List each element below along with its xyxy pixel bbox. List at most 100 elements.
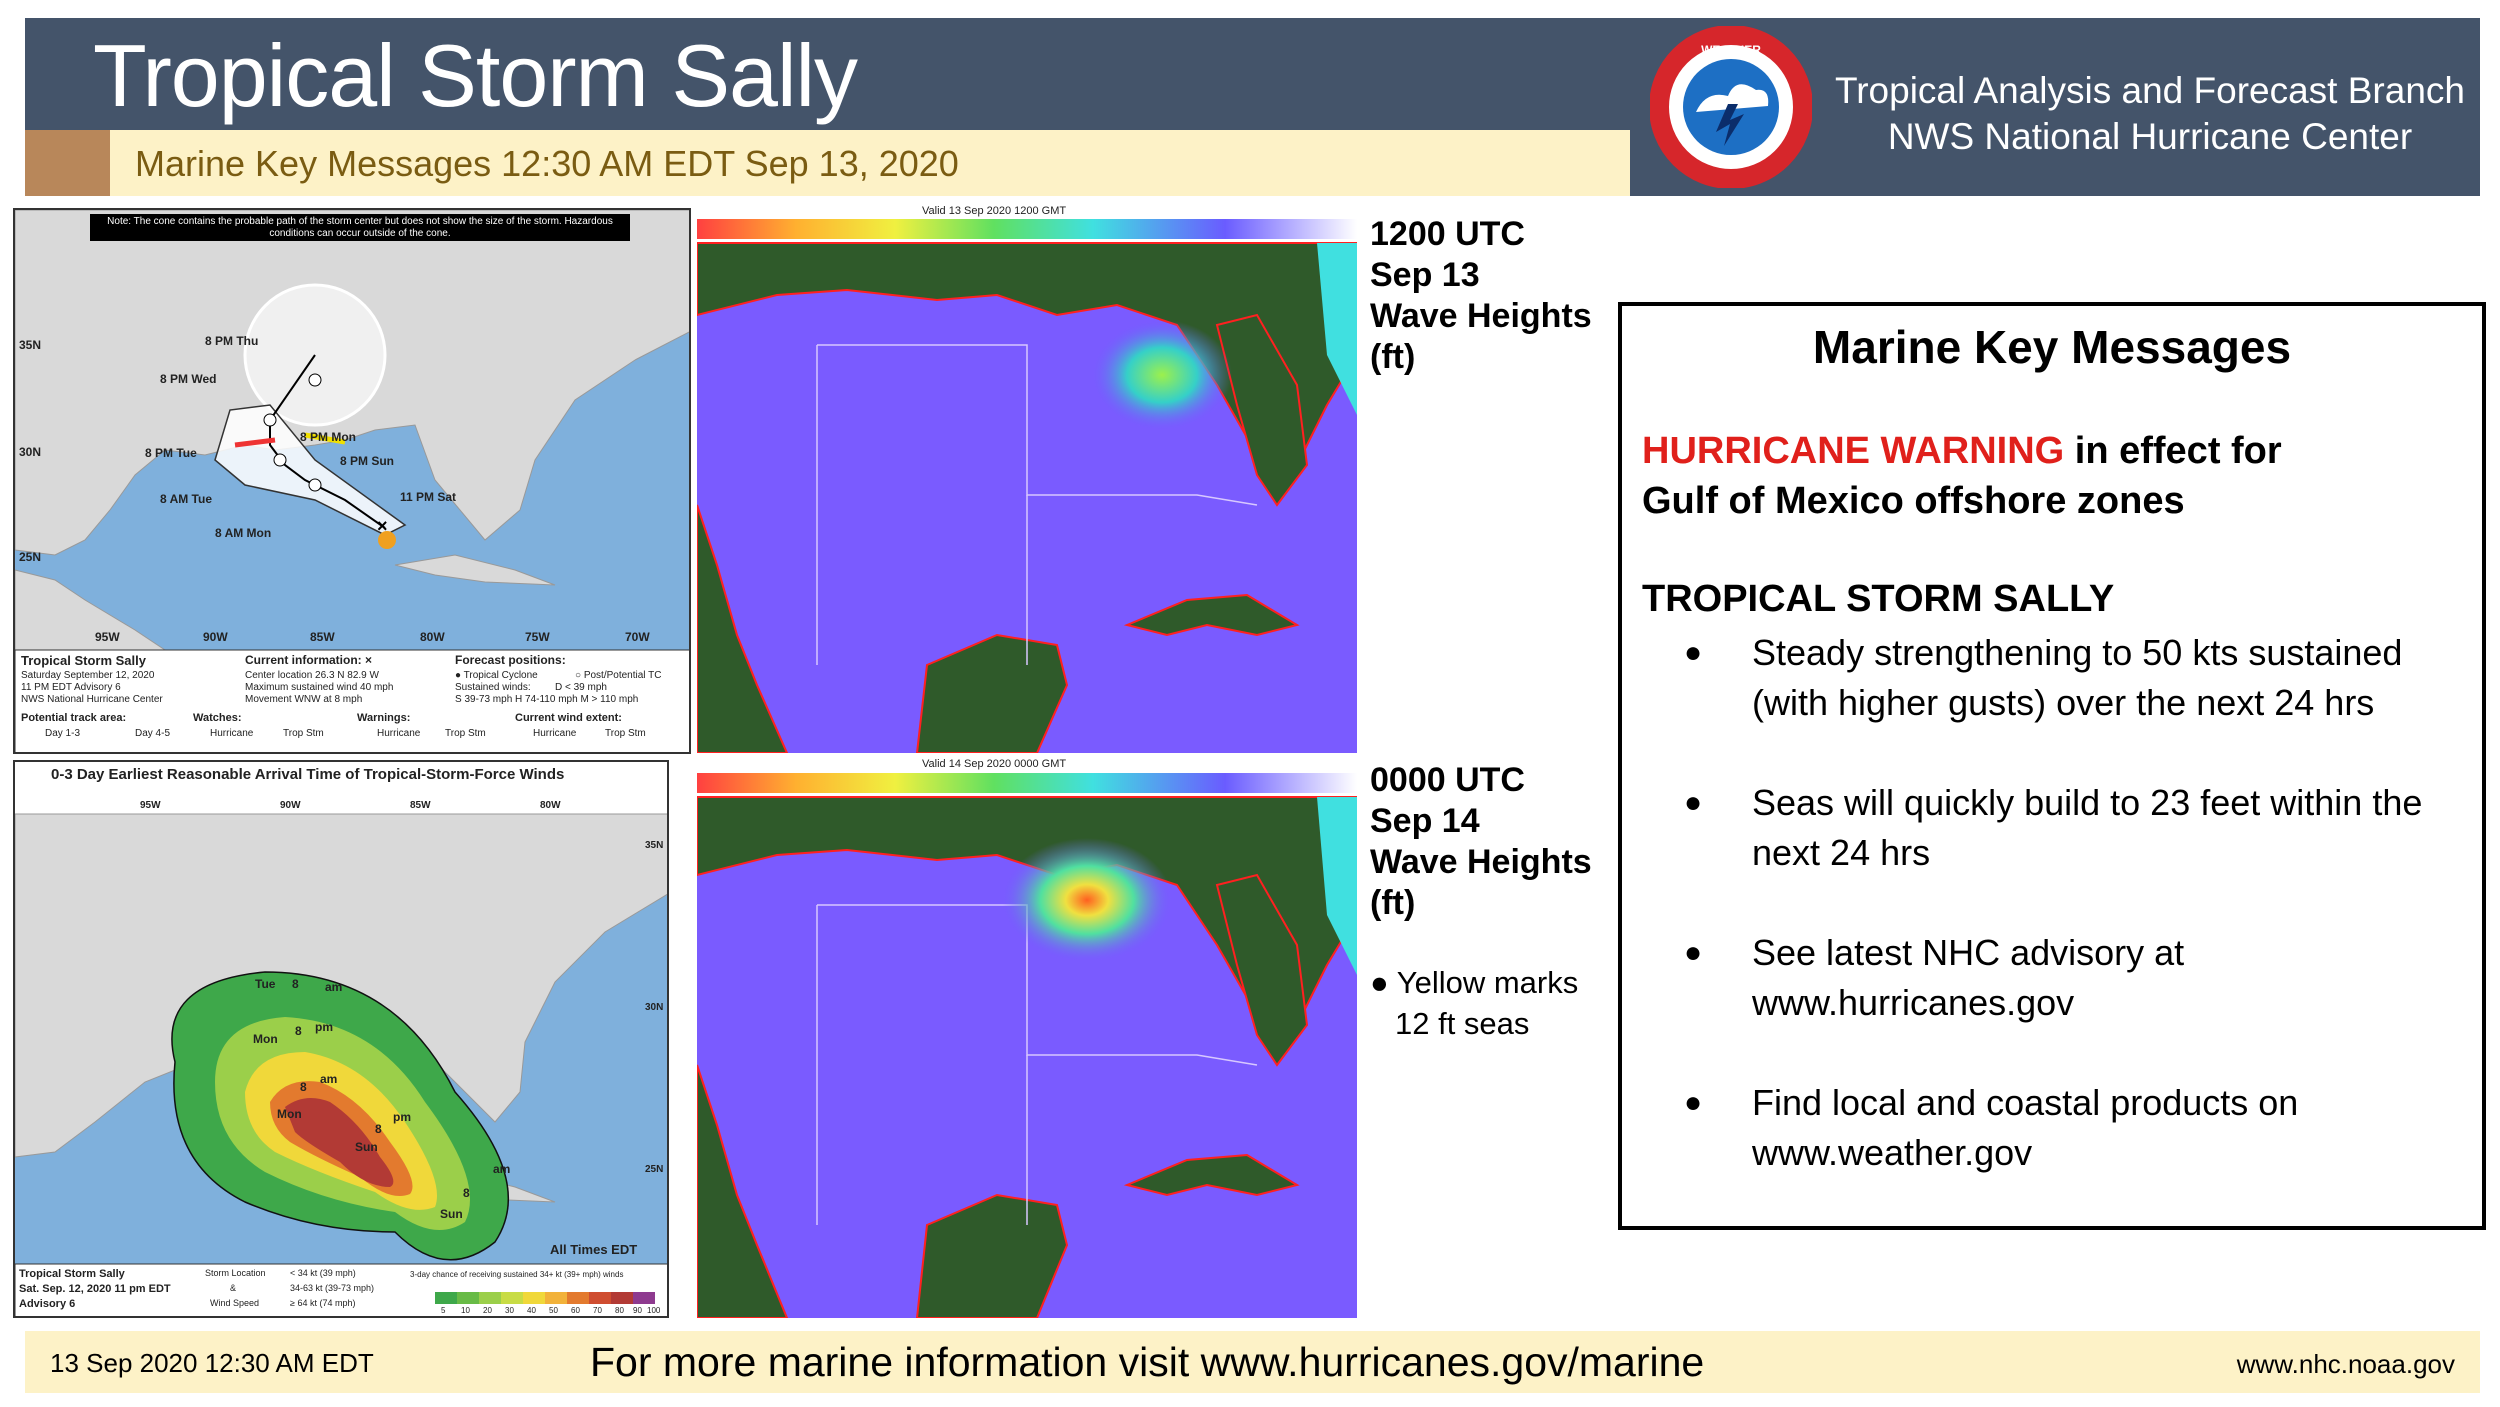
footer-marine-link[interactable]: For more marine information visit www.hu… xyxy=(590,1339,1705,1385)
wave-label-2: 0000 UTC Sep 14 Wave Heights (ft) xyxy=(1370,760,1592,924)
key-messages-box: Marine Key Messages HURRICANE WARNING in… xyxy=(1618,302,2486,1230)
key-message-text: Steady strengthening to 50 kts sustained… xyxy=(1752,632,2403,723)
wave-time: 0000 UTC xyxy=(1370,761,1525,799)
arrival-time-label: 8 xyxy=(375,1122,382,1136)
wave-title: Wave Heights xyxy=(1370,297,1592,335)
wave-title: Wave Heights xyxy=(1370,843,1592,881)
track-area-label: Potential track area: xyxy=(21,712,127,724)
org-line-2: NWS National Hurricane Center xyxy=(1887,116,2413,157)
wind-speed-1: < 34 kt (39 mph) xyxy=(290,1268,356,1278)
watch-hurricane: Hurricane xyxy=(210,728,254,739)
subtitle-swatch xyxy=(25,130,110,196)
all-times-label: All Times EDT xyxy=(550,1242,638,1257)
arrival-time-label: Sun xyxy=(440,1207,463,1221)
nws-logo-icon: WEATHER xyxy=(1650,26,1812,188)
arrival-map: 0-3 Day Earliest Reasonable Arrival Time… xyxy=(13,760,669,1318)
cone-storm-name: Tropical Storm Sally xyxy=(21,653,146,668)
title-bar: Tropical Storm Sally xyxy=(25,18,1630,130)
cone-note: Note: The cone contains the probable pat… xyxy=(90,214,630,241)
extent-hurricane: Hurricane xyxy=(533,728,577,739)
warning-text: in effect for xyxy=(2064,430,2282,472)
subtitle-bar: Marine Key Messages 12:30 AM EDT Sep 13,… xyxy=(25,130,1630,196)
wind-speed-label: Wind Speed xyxy=(210,1298,260,1308)
wind-speed-3: ≥ 64 kt (74 mph) xyxy=(290,1298,356,1308)
key-message-item: ● See latest NHC advisory at www.hurrican… xyxy=(1684,932,2185,1023)
track-label: 8 AM Tue xyxy=(160,492,213,506)
lon-label: 85W xyxy=(410,800,431,811)
forecast-title: Forecast positions: xyxy=(455,653,566,667)
lat-label: 30N xyxy=(645,1002,664,1013)
wave-map-1-graphic xyxy=(697,219,1357,753)
arrival-time-label: pm xyxy=(315,1020,333,1034)
arrival-storm-name: Tropical Storm Sally xyxy=(19,1268,125,1280)
current-info-line: Maximum sustained wind 40 mph xyxy=(245,682,394,693)
watches-label: Watches: xyxy=(193,712,242,724)
lon-label: 85W xyxy=(310,630,335,644)
forecast-item: ○ Post/Potential TC xyxy=(575,670,662,681)
arrival-time-label: am xyxy=(325,980,343,994)
wave-valid-2: Valid 14 Sep 2020 0000 GMT xyxy=(922,758,1067,770)
day13-label: Day 1-3 xyxy=(45,728,81,739)
key-message-item: ● Seas will quickly build to 23 feet with… xyxy=(1684,782,2423,873)
wave-note-line: 12 ft seas xyxy=(1395,1006,1530,1041)
arrival-date: Sat. Sep. 12, 2020 11 pm EDT xyxy=(19,1283,171,1295)
key-message-item: ● Steady strengthening to 50 kts sustaine… xyxy=(1684,632,2403,723)
wave-date: Sep 13 xyxy=(1370,256,1480,294)
page-subtitle: Marine Key Messages 12:30 AM EDT Sep 13,… xyxy=(135,143,959,184)
track-label: 8 PM Sun xyxy=(340,454,395,468)
track-label: 8 PM Wed xyxy=(160,372,217,386)
lat-label: 30N xyxy=(19,445,42,459)
scale-tick: 40 xyxy=(527,1306,536,1315)
scale-tick: 70 xyxy=(593,1306,602,1315)
scale-tick: 5 xyxy=(441,1306,446,1315)
arrival-time-label: Tue xyxy=(255,977,276,991)
arrival-time-label: Mon xyxy=(253,1032,278,1046)
d-line: D < 39 mph xyxy=(555,682,607,693)
lon-label: 90W xyxy=(280,800,301,811)
wave-note: ● Yellow marks 12 ft seas xyxy=(1370,962,1578,1044)
wind-speed-2: 34-63 kt (39-73 mph) xyxy=(290,1283,375,1293)
arrival-advisory: Advisory 6 xyxy=(19,1298,76,1310)
current-info-line: Center location 26.3 N 82.9 W xyxy=(245,670,379,681)
key-message-text: Find local and coastal products on www.w… xyxy=(1752,1082,2299,1173)
warnings-label: Warnings: xyxy=(357,712,411,724)
key-messages-title: Marine Key Messages xyxy=(1812,321,2292,373)
footer-nhc-link[interactable]: www.nhc.noaa.gov xyxy=(2236,1349,2455,1379)
arrival-time-label: Mon xyxy=(277,1107,302,1121)
warning-statement: HURRICANE WARNING in effect for Gulf of … xyxy=(1642,426,2462,526)
cone-map: × Note: The cone contains the probable p… xyxy=(13,208,691,754)
wave-map-1: Valid 13 Sep 2020 1200 GMT xyxy=(697,205,1357,753)
wave-note-line: ● Yellow marks xyxy=(1370,965,1579,1000)
page-title: Tropical Storm Sally xyxy=(93,26,858,125)
svg-text:×: × xyxy=(377,516,388,536)
lon-label: 95W xyxy=(95,630,120,644)
arrival-time-label: 8 xyxy=(463,1186,470,1200)
wind-extent-label: Current wind extent: xyxy=(515,712,622,724)
scale-tick: 50 xyxy=(549,1306,558,1315)
org-line-1: Tropical Analysis and Forecast Branch xyxy=(1835,70,2465,111)
sustained-label: Sustained winds: xyxy=(455,682,531,693)
key-message-text: Seas will quickly build to 23 feet withi… xyxy=(1752,782,2423,873)
current-info-title: Current information: × xyxy=(245,653,373,667)
arrival-time-label: 8 xyxy=(292,977,299,991)
lat-label: 25N xyxy=(19,550,42,564)
scale-tick: 20 xyxy=(483,1306,492,1315)
amp-label: & xyxy=(230,1283,237,1293)
warn-tropstm: Trop Stm xyxy=(445,728,486,739)
warn-hurricane: Hurricane xyxy=(377,728,421,739)
wave-map-2-graphic xyxy=(697,773,1357,1318)
lon-label: 95W xyxy=(140,800,161,811)
arrival-title: 0-3 Day Earliest Reasonable Arrival Time… xyxy=(51,766,565,783)
warning-text-2: Gulf of Mexico offshore zones xyxy=(1642,480,2185,522)
wave-date: Sep 14 xyxy=(1370,802,1480,840)
track-label: 8 PM Mon xyxy=(300,430,356,444)
chance-title: 3-day chance of receiving sustained 34+ … xyxy=(410,1270,624,1279)
cone-advisory: 11 PM EDT Advisory 6 xyxy=(21,682,121,693)
lon-label: 90W xyxy=(203,630,228,644)
forecast-item: ● Tropical Cyclone xyxy=(455,670,538,681)
lon-label: 75W xyxy=(525,630,550,644)
org-banner: WEATHER Tropical Analysis and Forecast B… xyxy=(1630,18,2480,196)
arrival-time-label: Sun xyxy=(355,1140,378,1154)
scale-tick: 10 xyxy=(461,1306,470,1315)
storm-location-label: Storm Location xyxy=(205,1268,266,1278)
